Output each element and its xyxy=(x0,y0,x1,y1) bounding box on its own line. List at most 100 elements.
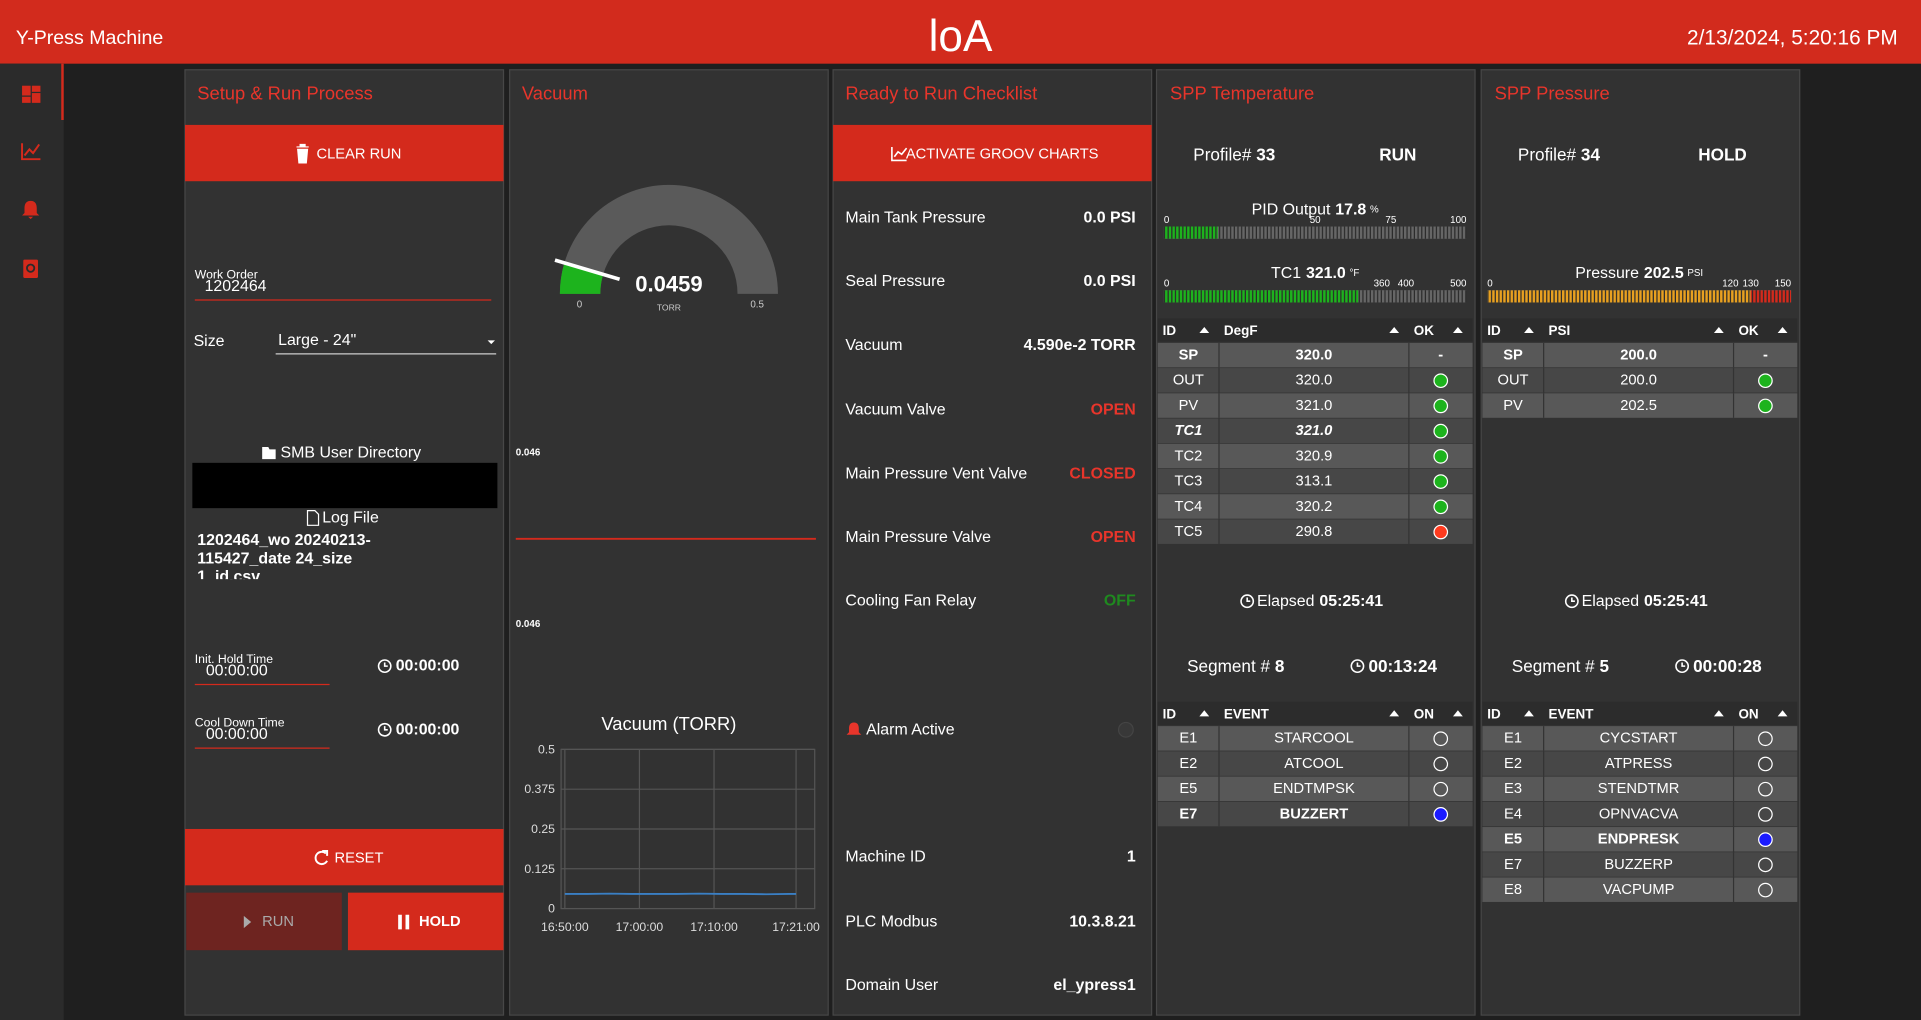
icon-part xyxy=(22,85,31,96)
panel-title: Vacuum xyxy=(522,83,588,104)
bar-label: TC1 321.0 °F xyxy=(1271,265,1359,282)
icon-part xyxy=(1564,594,1579,609)
sort-arrow[interactable] xyxy=(1453,710,1463,717)
checklist-label: Alarm Active xyxy=(866,721,955,738)
profile: Profile# 34 xyxy=(1518,144,1601,164)
column-header[interactable]: ID xyxy=(1487,706,1501,721)
column-header[interactable]: ON xyxy=(1414,706,1434,721)
text-input[interactable]: 00:00:00 xyxy=(206,663,268,680)
y-tick-label: 0.25 xyxy=(531,822,555,836)
clock-icon xyxy=(1675,659,1690,674)
dashboard-icon[interactable] xyxy=(22,85,41,103)
icon-part xyxy=(383,726,388,731)
elapsed: Elapsed 05:25:41 xyxy=(1582,593,1708,610)
sort-arrow[interactable] xyxy=(1524,710,1534,717)
sort-arrow[interactable] xyxy=(1524,326,1534,334)
column-header[interactable]: DegF xyxy=(1224,323,1258,338)
field-label: Cool Down Time xyxy=(195,715,285,729)
sort-arrow[interactable] xyxy=(1389,326,1400,334)
sort-arrow[interactable] xyxy=(1713,710,1724,717)
search-icon[interactable] xyxy=(23,259,38,278)
label-part: 202.5 xyxy=(1644,265,1684,282)
column-header[interactable]: ID xyxy=(1163,706,1177,721)
datetime: 2/13/2024, 5:20:16 PM xyxy=(1687,26,1898,49)
column-header[interactable]: OK xyxy=(1414,323,1434,338)
panel xyxy=(509,69,829,1016)
table-cell: E7 xyxy=(1504,857,1522,873)
bar-tick-label: 400 xyxy=(1398,279,1415,290)
logo: loA xyxy=(929,12,993,61)
table-cell: - xyxy=(1438,347,1443,363)
profile: Profile# 33 xyxy=(1193,144,1275,164)
event-indicator xyxy=(1758,882,1773,898)
column-header[interactable]: ID xyxy=(1163,323,1177,338)
clock-icon xyxy=(1240,594,1255,609)
field-label: Init. Hold Time xyxy=(195,652,273,666)
checklist-label: Vacuum xyxy=(845,337,902,354)
y-tick-label: 0.5 xyxy=(538,742,555,756)
alarms-icon[interactable] xyxy=(22,200,40,220)
button[interactable] xyxy=(184,828,504,886)
table-cell: 202.5 xyxy=(1620,398,1657,414)
chart-title: Vacuum (TORR) xyxy=(601,713,736,734)
event-indicator xyxy=(1758,807,1773,822)
column-header[interactable]: OK xyxy=(1738,323,1758,338)
toggle[interactable] xyxy=(1117,721,1134,738)
checklist-value: 4.590e-2 TORR xyxy=(1024,337,1137,354)
icon-part xyxy=(1240,594,1255,609)
bar-tick-label: 75 xyxy=(1385,215,1396,226)
sort-arrow[interactable] xyxy=(1199,326,1210,334)
label-part: Segment # xyxy=(1512,656,1595,676)
column-header[interactable]: ON xyxy=(1738,706,1758,721)
sort-arrow[interactable] xyxy=(1453,326,1463,334)
status-indicator xyxy=(1433,449,1449,464)
button[interactable] xyxy=(833,124,1152,182)
icon-part xyxy=(31,93,41,103)
y-tick-label: 0.125 xyxy=(524,862,555,876)
table-cell: ENDTMPSK xyxy=(1273,781,1355,797)
sort-arrow[interactable] xyxy=(1777,326,1788,334)
checklist-value: 0.0 PSI xyxy=(1084,273,1136,290)
bell-icon xyxy=(846,722,862,735)
table-row xyxy=(1157,443,1473,469)
column-header[interactable]: EVENT xyxy=(1549,706,1595,721)
bar-tick-label: 100 xyxy=(1450,215,1467,226)
sort-arrow[interactable] xyxy=(1777,710,1788,717)
checklist-value: CLOSED xyxy=(1069,465,1135,482)
file-icon xyxy=(306,510,320,526)
segment-time: 00:00:28 xyxy=(1693,656,1762,676)
checklist-value: OFF xyxy=(1104,593,1136,610)
table-cell: TC4 xyxy=(1174,499,1202,515)
button-label: CLEAR RUN xyxy=(317,146,402,162)
table-row xyxy=(1157,468,1473,494)
button[interactable] xyxy=(184,124,504,182)
select[interactable]: Large - 24" xyxy=(278,332,356,349)
bar-tick-label: 0 xyxy=(1164,215,1170,226)
table-row xyxy=(1482,342,1798,368)
sort-arrow[interactable] xyxy=(1389,710,1400,717)
table-cell: ENDPRESK xyxy=(1598,832,1680,848)
gauge-max: 0.5 xyxy=(750,299,764,310)
sort-arrow[interactable] xyxy=(1713,326,1724,334)
sort-arrow[interactable] xyxy=(1199,710,1210,717)
button-label: RESET xyxy=(334,850,383,866)
clock-icon xyxy=(1564,594,1579,609)
column-header[interactable]: PSI xyxy=(1549,323,1571,338)
table-row xyxy=(1482,776,1798,802)
table-row xyxy=(1157,494,1473,519)
icon-part xyxy=(1571,597,1575,603)
label-part: Profile# xyxy=(1518,144,1577,164)
log-file-box: 1202464_wo 20240213-115427_date 24_size … xyxy=(197,530,371,579)
button[interactable] xyxy=(347,892,504,951)
text-input[interactable]: 1202464 xyxy=(205,278,267,295)
column-header[interactable]: EVENT xyxy=(1224,706,1270,721)
bar-tick-label: 120 xyxy=(1722,279,1739,290)
column-header[interactable]: ID xyxy=(1487,323,1501,338)
button-label: HOLD xyxy=(419,914,461,930)
icon-part xyxy=(1681,662,1686,667)
button-label: RUN xyxy=(262,914,294,930)
text-input[interactable]: 00:00:00 xyxy=(206,726,268,743)
charts-icon[interactable] xyxy=(21,143,41,161)
table-cell: E8 xyxy=(1504,882,1522,898)
